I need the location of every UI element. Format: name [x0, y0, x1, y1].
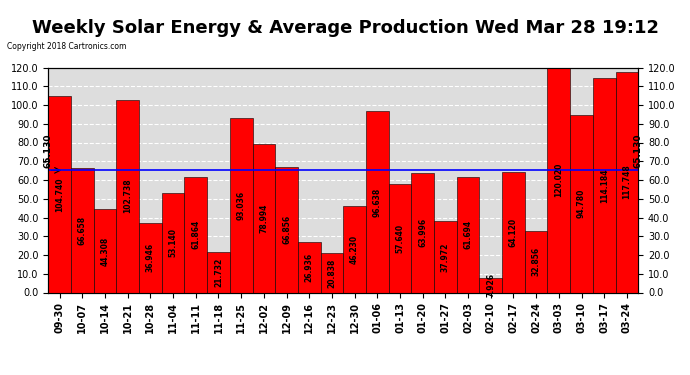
- Bar: [298, 242, 321, 292]
- Text: 78.994: 78.994: [259, 204, 268, 233]
- Bar: [321, 254, 344, 292]
- Text: 94.780: 94.780: [577, 189, 586, 218]
- Text: Weekly Solar Energy & Average Production Wed Mar 28 19:12: Weekly Solar Energy & Average Production…: [32, 19, 658, 37]
- Bar: [411, 172, 434, 292]
- Text: 32.856: 32.856: [531, 247, 541, 276]
- Text: 61.864: 61.864: [191, 220, 200, 249]
- Text: 66.856: 66.856: [282, 215, 291, 244]
- Bar: [502, 172, 525, 292]
- Bar: [139, 223, 161, 292]
- Bar: [593, 78, 615, 292]
- Bar: [207, 252, 230, 292]
- Bar: [344, 206, 366, 292]
- Bar: [253, 144, 275, 292]
- Text: 96.638: 96.638: [373, 187, 382, 216]
- Bar: [570, 115, 593, 292]
- Bar: [457, 177, 480, 292]
- Text: 37.972: 37.972: [441, 242, 450, 272]
- Bar: [480, 278, 502, 292]
- Text: 93.036: 93.036: [237, 191, 246, 220]
- Text: 26.936: 26.936: [305, 253, 314, 282]
- Text: 44.308: 44.308: [101, 236, 110, 266]
- Text: Copyright 2018 Cartronics.com: Copyright 2018 Cartronics.com: [7, 42, 126, 51]
- Bar: [615, 72, 638, 292]
- Text: 65.130: 65.130: [43, 133, 53, 168]
- Bar: [94, 209, 117, 292]
- Text: 117.748: 117.748: [622, 165, 631, 200]
- Text: 20.838: 20.838: [328, 258, 337, 288]
- Bar: [71, 168, 94, 292]
- Text: 46.230: 46.230: [350, 235, 359, 264]
- Bar: [388, 184, 411, 292]
- Text: 61.694: 61.694: [464, 220, 473, 249]
- Bar: [48, 96, 71, 292]
- Text: 65.130: 65.130: [633, 133, 643, 168]
- Text: 120.020: 120.020: [554, 163, 563, 197]
- Text: 36.946: 36.946: [146, 243, 155, 272]
- Text: 64.120: 64.120: [509, 218, 518, 247]
- Text: 102.738: 102.738: [124, 179, 132, 213]
- Bar: [525, 231, 547, 292]
- Text: Average  (kWh): Average (kWh): [449, 42, 527, 51]
- Text: 7.926: 7.926: [486, 273, 495, 297]
- Bar: [366, 111, 388, 292]
- Bar: [547, 68, 570, 292]
- Bar: [275, 167, 298, 292]
- Bar: [184, 177, 207, 292]
- Text: 57.640: 57.640: [395, 224, 404, 253]
- Text: Weekly  (kWh): Weekly (kWh): [571, 42, 644, 51]
- Text: 63.996: 63.996: [418, 218, 427, 247]
- Text: 53.140: 53.140: [168, 228, 177, 257]
- Text: 21.732: 21.732: [214, 258, 223, 287]
- Text: 104.740: 104.740: [55, 177, 64, 212]
- Bar: [434, 221, 457, 292]
- Text: 66.658: 66.658: [78, 216, 87, 244]
- Text: 114.184: 114.184: [600, 168, 609, 203]
- Bar: [230, 118, 253, 292]
- Bar: [117, 100, 139, 292]
- Bar: [161, 193, 184, 292]
